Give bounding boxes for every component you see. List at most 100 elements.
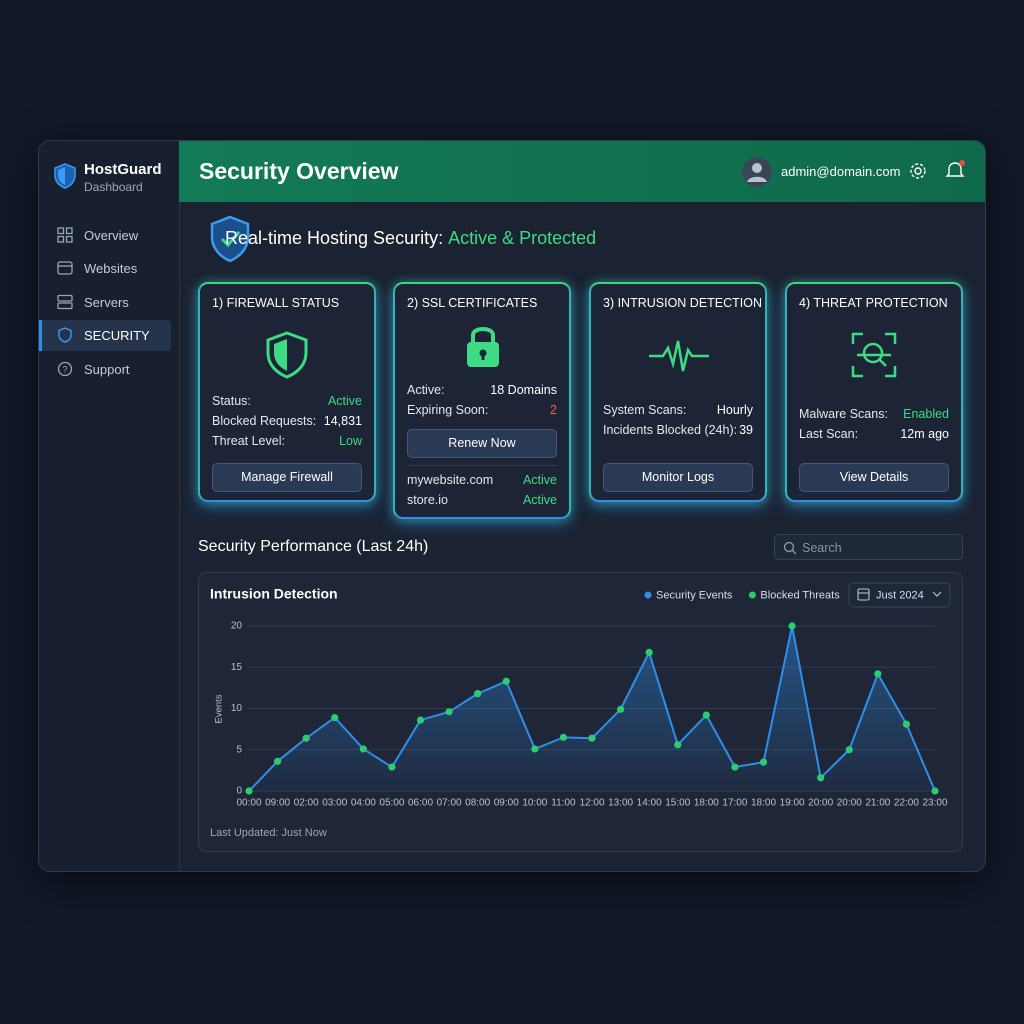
data-point: [445, 708, 453, 716]
nav-label: Support: [84, 362, 130, 377]
x-tick-label: 20:00: [837, 798, 862, 809]
threat-card: 4) THREAT PROTECTION Malware Scans: Enabl…: [785, 282, 963, 502]
x-tick-label: 06:00: [408, 798, 433, 809]
data-point: [702, 711, 710, 719]
x-tick-label: 08:00: [465, 798, 490, 809]
data-point: [559, 733, 568, 741]
x-tick-label: 04:00: [351, 798, 376, 809]
nav-icon: [57, 227, 73, 243]
nav-icon: [58, 327, 72, 343]
card-button[interactable]: Monitor Logs: [603, 463, 753, 492]
data-point: [817, 774, 825, 782]
data-point: [359, 745, 367, 753]
data-point: [759, 758, 768, 766]
sidebar: HostGuard Dashboard Overview Websites Se…: [39, 141, 180, 871]
banner-label: Real-time Hosting Security:: [225, 228, 444, 248]
last-updated: Last Updated: Just Now: [210, 827, 327, 839]
x-tick-label: 19:00: [780, 798, 805, 809]
data-point: [902, 720, 911, 728]
data-point: [788, 622, 796, 630]
x-tick-label: 14:00: [637, 798, 662, 809]
intrusion-card: 3) INTRUSION DETECTION System Scans: Hour…: [589, 282, 767, 502]
data-point: [874, 670, 882, 678]
section-title: Security Performance (Last 24h): [198, 538, 429, 555]
data-point: [416, 716, 425, 724]
x-tick-label: 15:00: [665, 798, 690, 809]
nav-item[interactable]: Servers: [39, 287, 171, 318]
security-banner: Real-time Hosting Security: Active & Prot…: [225, 228, 596, 249]
stat-value: Enabled: [903, 407, 949, 421]
x-tick-label: 07:00: [437, 798, 462, 809]
x-tick-label: 17:00: [722, 798, 747, 809]
stat-label: Incidents Blocked (24h):: [603, 423, 738, 437]
stat-label: System Scans:: [603, 403, 687, 417]
nav-item[interactable]: SECURITY: [39, 320, 171, 351]
y-tick-label: 0: [236, 786, 242, 797]
chart-card: [198, 572, 963, 852]
data-point: [531, 745, 539, 753]
legend-marker: [748, 591, 756, 599]
area-fill: [249, 626, 935, 791]
card-button[interactable]: Renew Now: [407, 429, 557, 458]
card-icon: [266, 331, 308, 379]
x-tick-label: 22:00: [894, 798, 919, 809]
nav-label: Websites: [84, 261, 138, 276]
nav-icon: ?: [57, 361, 73, 377]
data-point: [931, 787, 939, 795]
ssl-card: 2) SSL CERTIFICATES Active: 18 Domains Ex…: [393, 282, 571, 519]
stat-value: Hourly: [716, 403, 753, 417]
stat-label: Malware Scans:: [799, 407, 888, 421]
x-tick-label: 20:00: [808, 798, 833, 809]
domain-name: store.io: [407, 493, 448, 507]
stat-value: Active: [327, 394, 362, 408]
y-axis-label: Events: [214, 694, 225, 723]
avatar[interactable]: [741, 156, 773, 188]
search-box[interactable]: Search: [774, 534, 963, 560]
stat-label: Threat Level:: [212, 434, 285, 448]
data-point: [731, 763, 739, 771]
data-point: [645, 648, 653, 656]
user-email[interactable]: admin@domain.com: [781, 164, 901, 179]
brand-subtitle: Dashboard: [84, 180, 143, 194]
x-tick-label: 18:00: [694, 798, 719, 809]
stat-value: 39: [739, 423, 753, 437]
legend-label: Blocked Threats: [760, 589, 840, 601]
settings-icon[interactable]: [908, 161, 928, 181]
stat-row: Blocked Requests: 14,831: [212, 414, 362, 428]
date-filter[interactable]: [848, 582, 951, 608]
y-tick-label: 20: [231, 621, 243, 632]
data-point: [588, 734, 596, 742]
domain-status: Active: [522, 473, 557, 487]
y-tick-label: 5: [236, 744, 242, 755]
stat-value: 14,831: [323, 414, 362, 428]
date-filter-label[interactable]: Just 2024: [876, 589, 924, 601]
nav-icon: [57, 294, 73, 310]
nav-item[interactable]: Overview: [39, 220, 171, 251]
nav-icon: [57, 261, 73, 275]
nav-label: Overview: [84, 228, 139, 243]
stat-row: Threat Level: Low: [212, 434, 362, 448]
card-icon: [467, 327, 499, 367]
card-button[interactable]: View Details: [799, 463, 949, 492]
notifications-icon[interactable]: [944, 159, 966, 181]
x-tick-label: 09:00: [494, 798, 519, 809]
nav-item[interactable]: ? Support: [39, 354, 171, 385]
x-tick-label: 11:00: [551, 798, 576, 809]
card-title: 2) SSL CERTIFICATES: [407, 296, 538, 310]
card-button[interactable]: Manage Firewall: [212, 463, 362, 492]
card-icon: [851, 332, 897, 378]
page-title: Security Overview: [199, 158, 399, 184]
data-point: [616, 705, 625, 713]
x-tick-label: 18:00: [751, 798, 776, 809]
search-icon: [783, 541, 797, 555]
data-point: [388, 763, 396, 771]
y-tick-label: 15: [231, 662, 243, 673]
stat-value: 2: [550, 403, 557, 417]
card-title: 1) FIREWALL STATUS: [212, 296, 340, 310]
nav-item[interactable]: Websites: [39, 253, 171, 284]
legend-marker: [644, 591, 652, 599]
stat-row: Last Scan: 12m ago: [799, 427, 949, 441]
dropdown-caret: [932, 591, 942, 597]
